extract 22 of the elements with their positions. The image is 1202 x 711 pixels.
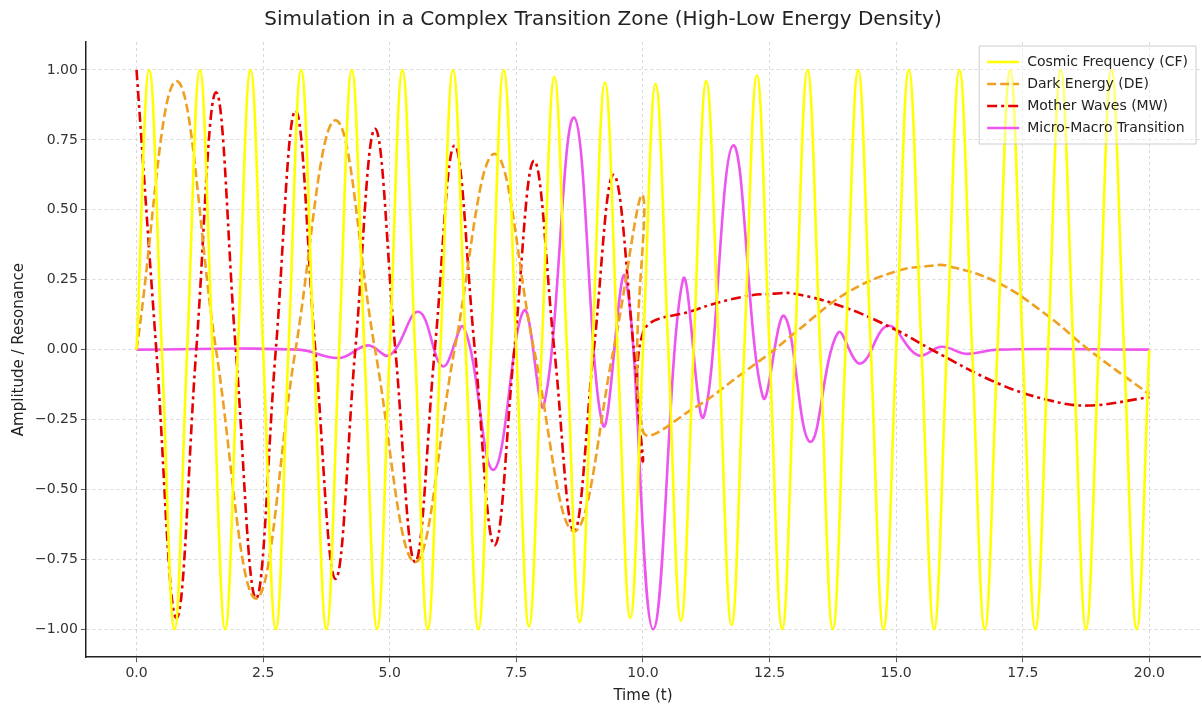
x-tick-label: 7.5 — [505, 664, 528, 681]
x-tick-label: 20.0 — [1133, 664, 1165, 681]
x-tick-label: 10.0 — [627, 664, 659, 681]
y-tick-label: −0.25 — [35, 410, 78, 427]
y-tick-label: −0.75 — [35, 549, 78, 566]
y-axis-title: Amplitude / Resonance — [8, 263, 27, 437]
y-tick-label: 0.25 — [46, 270, 78, 287]
x-tick-label: 5.0 — [378, 664, 401, 681]
x-axis-title: Time (t) — [612, 685, 673, 704]
legend-label: Cosmic Frequency (CF) — [1027, 52, 1189, 69]
y-tick-label: 0.50 — [46, 200, 78, 217]
x-tick-label: 12.5 — [753, 664, 786, 681]
x-tick-label: 15.0 — [880, 664, 912, 681]
y-tick-label: 0.00 — [46, 340, 78, 357]
y-tick-label: 0.75 — [46, 130, 78, 147]
x-tick-label: 0.0 — [125, 664, 148, 681]
y-tick-label: −0.50 — [35, 480, 78, 497]
x-tick-label: 17.5 — [1007, 664, 1039, 681]
y-tick-label: 1.00 — [46, 60, 78, 77]
y-tick-label: −1.00 — [35, 619, 78, 636]
x-tick-label: 2.5 — [252, 664, 275, 681]
chart-title: Simulation in a Complex Transition Zone (High-Low Energy Density) — [264, 6, 942, 31]
